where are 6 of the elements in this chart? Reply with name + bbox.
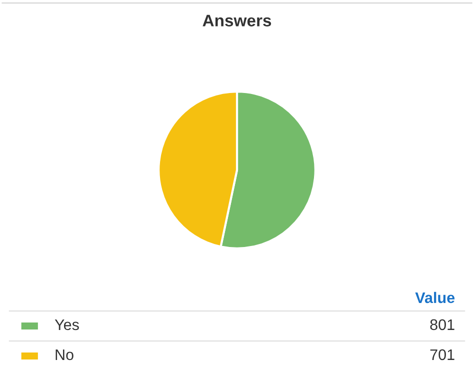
data-label: 701	[430, 349, 454, 360]
chart-title: Answers	[202, 14, 272, 26]
text: Value	[415, 292, 455, 304]
legend-label: Yes	[54, 319, 79, 330]
legend-label: No	[56, 349, 74, 360]
data-label: 801	[430, 319, 454, 330]
